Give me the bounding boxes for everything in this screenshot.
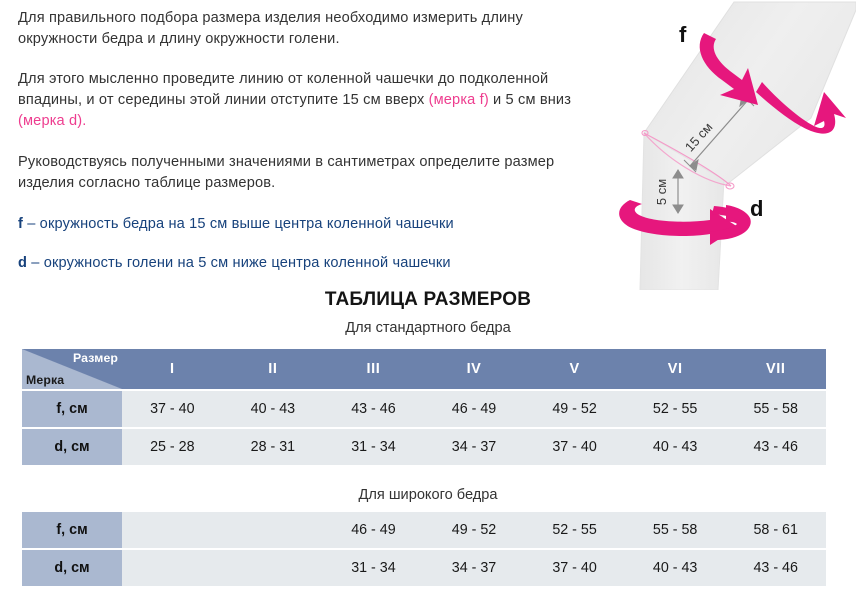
cell-f-wide-7: 58 - 61 [725,512,826,548]
measure-d-note: (мерка d). [18,113,87,129]
dimension-5cm [672,169,684,214]
size-table-wide: f, см 46 - 49 49 - 52 52 - 55 55 - 58 58… [22,510,826,588]
corner-measure-label: Мерка [26,373,65,387]
instruction-paragraph-2-text-a: Для этого мысленно проведите линию от ко… [18,71,549,108]
column-header-7: VII [725,349,826,389]
column-header-5: V [524,349,625,389]
table-header-row: Размер Мерка I II III IV V VI VII [22,349,826,389]
cell-d-wide-1 [122,550,223,586]
cell-d-wide-7: 43 - 46 [725,550,826,586]
legend-f-description: – окружность бедра на 15 см выше центра … [23,216,454,232]
cell-d-wide-3: 31 - 34 [323,550,424,586]
column-header-3: III [323,349,424,389]
cell-f-5: 49 - 52 [524,391,625,427]
cell-d-3: 31 - 34 [323,429,424,465]
row-label-f-wide: f, см [22,512,123,548]
cell-d-7: 43 - 46 [725,429,826,465]
legend-f-symbol: f [18,216,24,232]
corner-size-label: Размер [73,351,119,365]
cell-f-6: 52 - 55 [624,391,726,427]
cell-d-wide-2 [222,550,324,586]
instruction-paragraph-2: Для этого мысленно проведите линию от ко… [18,69,583,132]
size-table-standard: Размер Мерка I II III IV V VI VII f, см … [22,347,826,467]
f-label: f [679,22,687,47]
instruction-paragraph-2-text-b: и 5 см вниз [488,92,572,108]
cell-d-wide-5: 37 - 40 [524,550,625,586]
instructions-panel: Для правильного подбора размера изделия … [18,8,583,292]
d-measure-arrow [619,200,751,245]
column-header-2: II [222,349,324,389]
legend-f: f – окружность бедра на 15 см выше центр… [18,214,583,235]
f-measure-arrow [699,33,846,134]
d-label: d [750,196,763,221]
row-label-f: f, см [22,391,123,427]
corner-diagonal-divider [22,349,123,389]
column-header-6: VI [624,349,726,389]
instruction-paragraph-3: Руководствуясь полученными значениями в … [18,154,555,191]
header-corner-cell: Размер Мерка [22,349,123,389]
table-row: f, см 37 - 40 40 - 43 43 - 46 46 - 49 49… [22,391,826,427]
subtitle-standard-thigh: Для стандартного бедра [345,320,511,336]
cell-f-2: 40 - 43 [222,391,324,427]
cell-d-wide-6: 40 - 43 [624,550,726,586]
cell-f-wide-2 [222,512,324,548]
column-header-4: IV [423,349,525,389]
table-row: d, см 31 - 34 34 - 37 37 - 40 40 - 43 43… [22,550,826,586]
column-header-1: I [122,349,223,389]
cell-d-6: 40 - 43 [624,429,726,465]
page-title: ТАБЛИЦА РАЗМЕРОВ [324,289,532,310]
row-label-d-wide: d, см [22,550,123,586]
subtitle-wide-thigh: Для широкого бедра [358,487,498,503]
cell-f-1: 37 - 40 [122,391,223,427]
cell-f-wide-1 [122,512,223,548]
cell-d-wide-4: 34 - 37 [423,550,525,586]
leg-measurement-diagram: 15 см 5 см f d [606,0,856,290]
legend-d-description: – окружность голени на 5 см ниже центра … [27,255,451,271]
cell-d-4: 34 - 37 [423,429,525,465]
cell-d-2: 28 - 31 [222,429,324,465]
cell-f-7: 55 - 58 [725,391,826,427]
cell-f-wide-4: 49 - 52 [423,512,525,548]
knee-guide-line [641,129,735,190]
cell-d-1: 25 - 28 [122,429,223,465]
dimension-5cm-label: 5 см [654,179,669,205]
cell-f-3: 43 - 46 [323,391,424,427]
cell-f-wide-3: 46 - 49 [323,512,424,548]
measure-f-note: (мерка f) [428,92,489,108]
legend-d-symbol: d [18,255,28,271]
cell-f-wide-6: 55 - 58 [624,512,726,548]
table-row: f, см 46 - 49 49 - 52 52 - 55 55 - 58 58… [22,512,826,548]
row-label-d: d, см [22,429,123,465]
table-row: d, см 25 - 28 28 - 31 31 - 34 34 - 37 37… [22,429,826,465]
legend-d: d – окружность голени на 5 см ниже центр… [18,253,583,274]
cell-f-wide-5: 52 - 55 [524,512,625,548]
instruction-paragraph-1: Для правильного подбора размера изделия … [18,10,523,47]
cell-d-5: 37 - 40 [524,429,625,465]
cell-f-4: 46 - 49 [423,391,525,427]
